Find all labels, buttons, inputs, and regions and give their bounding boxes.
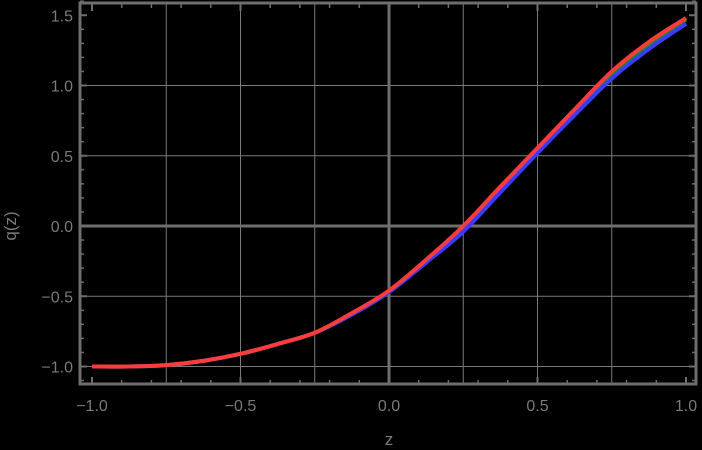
y-tick-label: 0.5 bbox=[51, 149, 73, 166]
y-tick-label: 1.0 bbox=[51, 79, 73, 96]
data-series bbox=[91, 16, 688, 369]
x-axis-label: z bbox=[385, 430, 394, 449]
y-tick-label: −1.0 bbox=[41, 360, 73, 377]
x-tick-labels: −1.0 −0.5 0.0 0.5 1.0 bbox=[76, 398, 697, 415]
series-red-line bbox=[91, 16, 688, 369]
x-tick-label: −0.5 bbox=[225, 398, 257, 415]
x-tick-label: −1.0 bbox=[76, 398, 108, 415]
zero-axes bbox=[80, 4, 696, 384]
y-tick-label: 0.0 bbox=[51, 219, 73, 236]
y-axis-label: q(z) bbox=[1, 211, 20, 240]
y-tick-labels: −1.0 −0.5 0.0 0.5 1.0 1.5 bbox=[41, 8, 73, 376]
x-tick-label: 1.0 bbox=[675, 398, 697, 415]
y-tick-label: −0.5 bbox=[41, 289, 73, 306]
x-tick-label: 0.0 bbox=[378, 398, 400, 415]
y-tick-label: 1.5 bbox=[51, 8, 73, 25]
tick-marks bbox=[80, 0, 696, 384]
x-tick-label: 0.5 bbox=[526, 398, 548, 415]
